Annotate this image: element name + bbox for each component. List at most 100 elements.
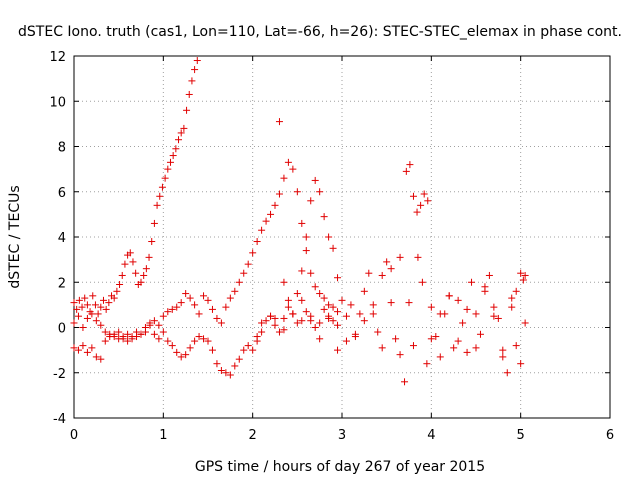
data-point [329,303,337,311]
data-point [169,152,177,160]
data-point [338,296,346,304]
data-point [325,233,333,241]
data-point [472,344,480,352]
data-point [334,308,342,316]
data-point [159,312,167,320]
data-point [490,303,498,311]
data-point [481,283,489,291]
data-point [182,351,190,359]
data-point [472,310,480,318]
data-point [173,303,181,311]
data-point [173,348,181,356]
data-point [499,346,507,354]
data-point [244,260,252,268]
data-point [102,305,110,313]
data-point [450,344,458,352]
data-point [183,106,191,114]
y-tick-label: 0 [58,322,66,337]
data-point [320,294,328,302]
data-point [302,247,310,255]
data-point [83,301,91,309]
data-point [280,326,288,334]
data-point [284,303,292,311]
x-tick-label: 4 [427,428,435,443]
data-point [325,301,333,309]
data-point [240,346,248,354]
x-tick-label: 1 [159,428,167,443]
data-point [200,292,208,300]
data-point [188,77,196,85]
data-point [316,335,324,343]
data-point [164,308,172,316]
data-point [311,324,319,331]
data-point [436,310,444,318]
data-point [133,333,141,341]
data-point [124,337,132,345]
data-point [320,213,328,221]
data-point [302,308,310,316]
data-point [293,319,301,327]
data-point [235,355,243,363]
data-point [217,366,225,374]
data-point [258,226,266,234]
data-point [365,269,373,277]
data-point [79,324,87,331]
data-point [271,321,279,329]
data-point [213,314,221,322]
data-point [186,294,194,302]
data-point [392,335,400,343]
data-point [298,267,306,275]
x-tick-label: 6 [606,428,614,443]
data-point [342,312,350,320]
data-point [271,201,279,209]
data-point [436,353,444,361]
data-point [427,335,435,343]
data-point [137,278,145,286]
data-point [360,287,368,295]
x-axis: 0 1 2 3 4 5 6 [70,56,614,443]
data-point [191,66,199,74]
data-point [119,333,127,341]
data-point [307,317,315,325]
data-point [387,299,395,307]
data-point [159,328,167,336]
data-point [249,346,257,354]
data-point [99,296,107,304]
data-point [320,305,328,313]
data-point [293,290,301,298]
data-point [158,183,166,191]
data-point [334,346,342,354]
data-point [298,296,306,304]
data-point [140,271,148,279]
data-point [97,355,105,363]
data-point [74,346,82,354]
data-point [146,321,154,329]
data-point [74,312,82,320]
data-point [329,244,337,252]
data-point [92,353,100,361]
data-point [406,161,414,169]
data-point [356,310,364,318]
data-point [424,197,432,205]
data-point [88,310,96,318]
data-point [494,314,502,322]
y-tick-label: -2 [53,367,66,382]
data-point [405,299,413,307]
data-point [512,287,520,295]
data-point [186,344,194,352]
data-point [262,217,270,225]
data-point [105,299,113,307]
data-point [521,319,529,327]
x-axis-label: GPS time / hours of day 267 of year 2015 [195,459,485,475]
data-point [217,319,225,327]
data-point [177,353,185,361]
data-point [70,299,78,307]
data-point [240,269,248,277]
data-point [222,303,230,311]
data-point [129,258,137,266]
data-point [118,271,126,279]
data-point [89,292,97,300]
data-point [325,314,333,322]
y-tick-label: 8 [58,141,66,156]
